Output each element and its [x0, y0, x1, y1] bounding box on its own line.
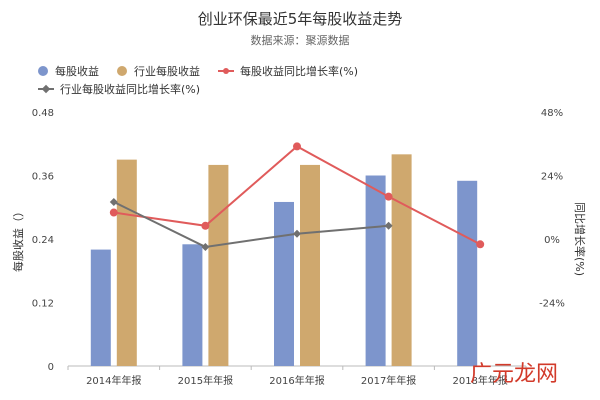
point-industry-growth[interactable]	[384, 221, 393, 230]
chart-subtitle: 数据来源：聚源数据	[250, 34, 350, 47]
y-tick-label: 0.24	[32, 235, 54, 246]
legend-item-eps-growth[interactable]: 每股收益同比增长率(%)	[218, 63, 358, 79]
bar-eps[interactable]	[365, 175, 386, 367]
x-tick-label: 2015年年报	[178, 374, 233, 387]
bar-industry-eps[interactable]	[391, 154, 412, 366]
point-industry-growth[interactable]	[201, 242, 210, 251]
y2-tick-label: -24%	[539, 299, 565, 310]
point-eps-growth[interactable]	[293, 142, 301, 151]
y2-axis-title: 同比增长率(%)	[573, 202, 587, 276]
legend-swatch-eps	[38, 66, 48, 76]
legend-label-industry-eps: 行业每股收益	[134, 65, 200, 78]
legend-swatch-industry-eps	[117, 66, 127, 76]
legend-swatch-industry-growth	[38, 84, 54, 94]
bar-industry-eps[interactable]	[300, 164, 320, 366]
chart-legend: 每股收益 行业每股收益 每股收益同比增长率(%) 行业每股收益同比增长率(%)	[38, 62, 578, 98]
point-industry-growth[interactable]	[293, 229, 301, 238]
bar-eps[interactable]	[274, 201, 294, 366]
y-tick-label: 0	[48, 362, 54, 373]
x-tick-label: 2016年年报	[269, 374, 324, 387]
legend-label-eps-growth: 每股收益同比增长率(%)	[240, 65, 359, 78]
bar-eps[interactable]	[90, 249, 111, 366]
x-tick-label: 2017年年报	[361, 374, 416, 387]
point-eps-growth[interactable]	[109, 208, 118, 217]
y-tick-label: 0.48	[32, 108, 54, 119]
point-industry-growth[interactable]	[109, 197, 118, 206]
legend-item-industry-growth[interactable]: 行业每股收益同比增长率(%)	[38, 81, 200, 97]
bar-industry-eps[interactable]	[116, 159, 137, 366]
x-tick-label: 2018年年报	[452, 374, 507, 387]
y-tick-label: 0.36	[32, 172, 54, 183]
y2-tick-label: 24%	[541, 172, 563, 183]
legend-item-industry-eps[interactable]: 行业每股收益	[117, 63, 200, 79]
y2-tick-label: 48%	[541, 108, 563, 119]
watermark-logo: 广元龙网	[470, 362, 559, 387]
bar-industry-eps[interactable]	[208, 164, 229, 366]
bar-eps[interactable]	[182, 244, 203, 366]
point-eps-growth[interactable]	[384, 192, 393, 201]
bar-eps[interactable]	[457, 180, 478, 366]
point-eps-growth[interactable]	[476, 240, 485, 249]
legend-swatch-eps-growth	[218, 66, 234, 76]
y-axis-title: 每股收益（）	[11, 206, 25, 272]
line-industry-growth	[113, 201, 389, 248]
y2-tick-label: 0%	[544, 235, 560, 246]
point-eps-growth[interactable]	[201, 221, 210, 230]
legend-item-eps[interactable]: 每股收益	[38, 63, 99, 79]
chart-title: 创业环保最近5年每股收益走势	[197, 10, 403, 28]
legend-label-eps: 每股收益	[55, 65, 99, 78]
legend-label-industry-growth: 行业每股收益同比增长率(%)	[60, 83, 201, 96]
y-tick-label: 0.12	[32, 299, 54, 310]
x-tick-label: 2014年年报	[86, 374, 141, 387]
